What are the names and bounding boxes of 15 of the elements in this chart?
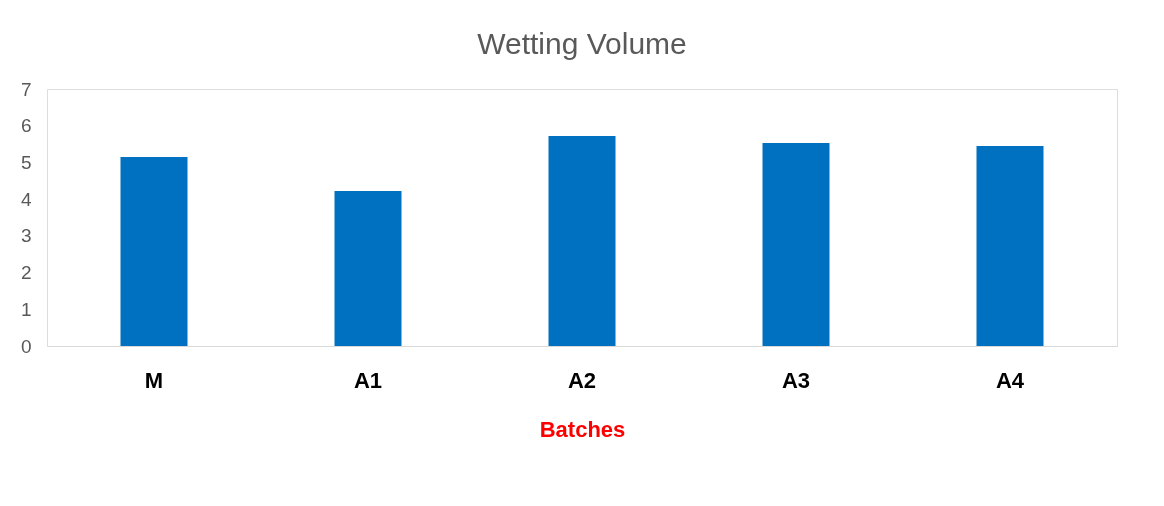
- y-tick-label: 0: [20, 335, 32, 357]
- y-tick-label: 3: [20, 225, 32, 247]
- x-tick-label: A4: [995, 367, 1025, 393]
- y-tick-label: 4: [20, 188, 32, 210]
- y-tick-label: 6: [20, 115, 32, 137]
- x-tick-label: M: [144, 367, 164, 393]
- chart-title: Wetting Volume: [477, 27, 687, 60]
- y-tick-label: 5: [20, 151, 32, 173]
- y-tick-label: 7: [20, 78, 32, 100]
- x-tick-label: A2: [567, 367, 597, 393]
- x-tick-label: A3: [781, 367, 811, 393]
- y-tick-label: 1: [20, 298, 32, 320]
- y-tick-label: 2: [20, 262, 32, 284]
- x-axis-title: Batches: [539, 416, 626, 442]
- x-tick-label: A1: [353, 367, 383, 393]
